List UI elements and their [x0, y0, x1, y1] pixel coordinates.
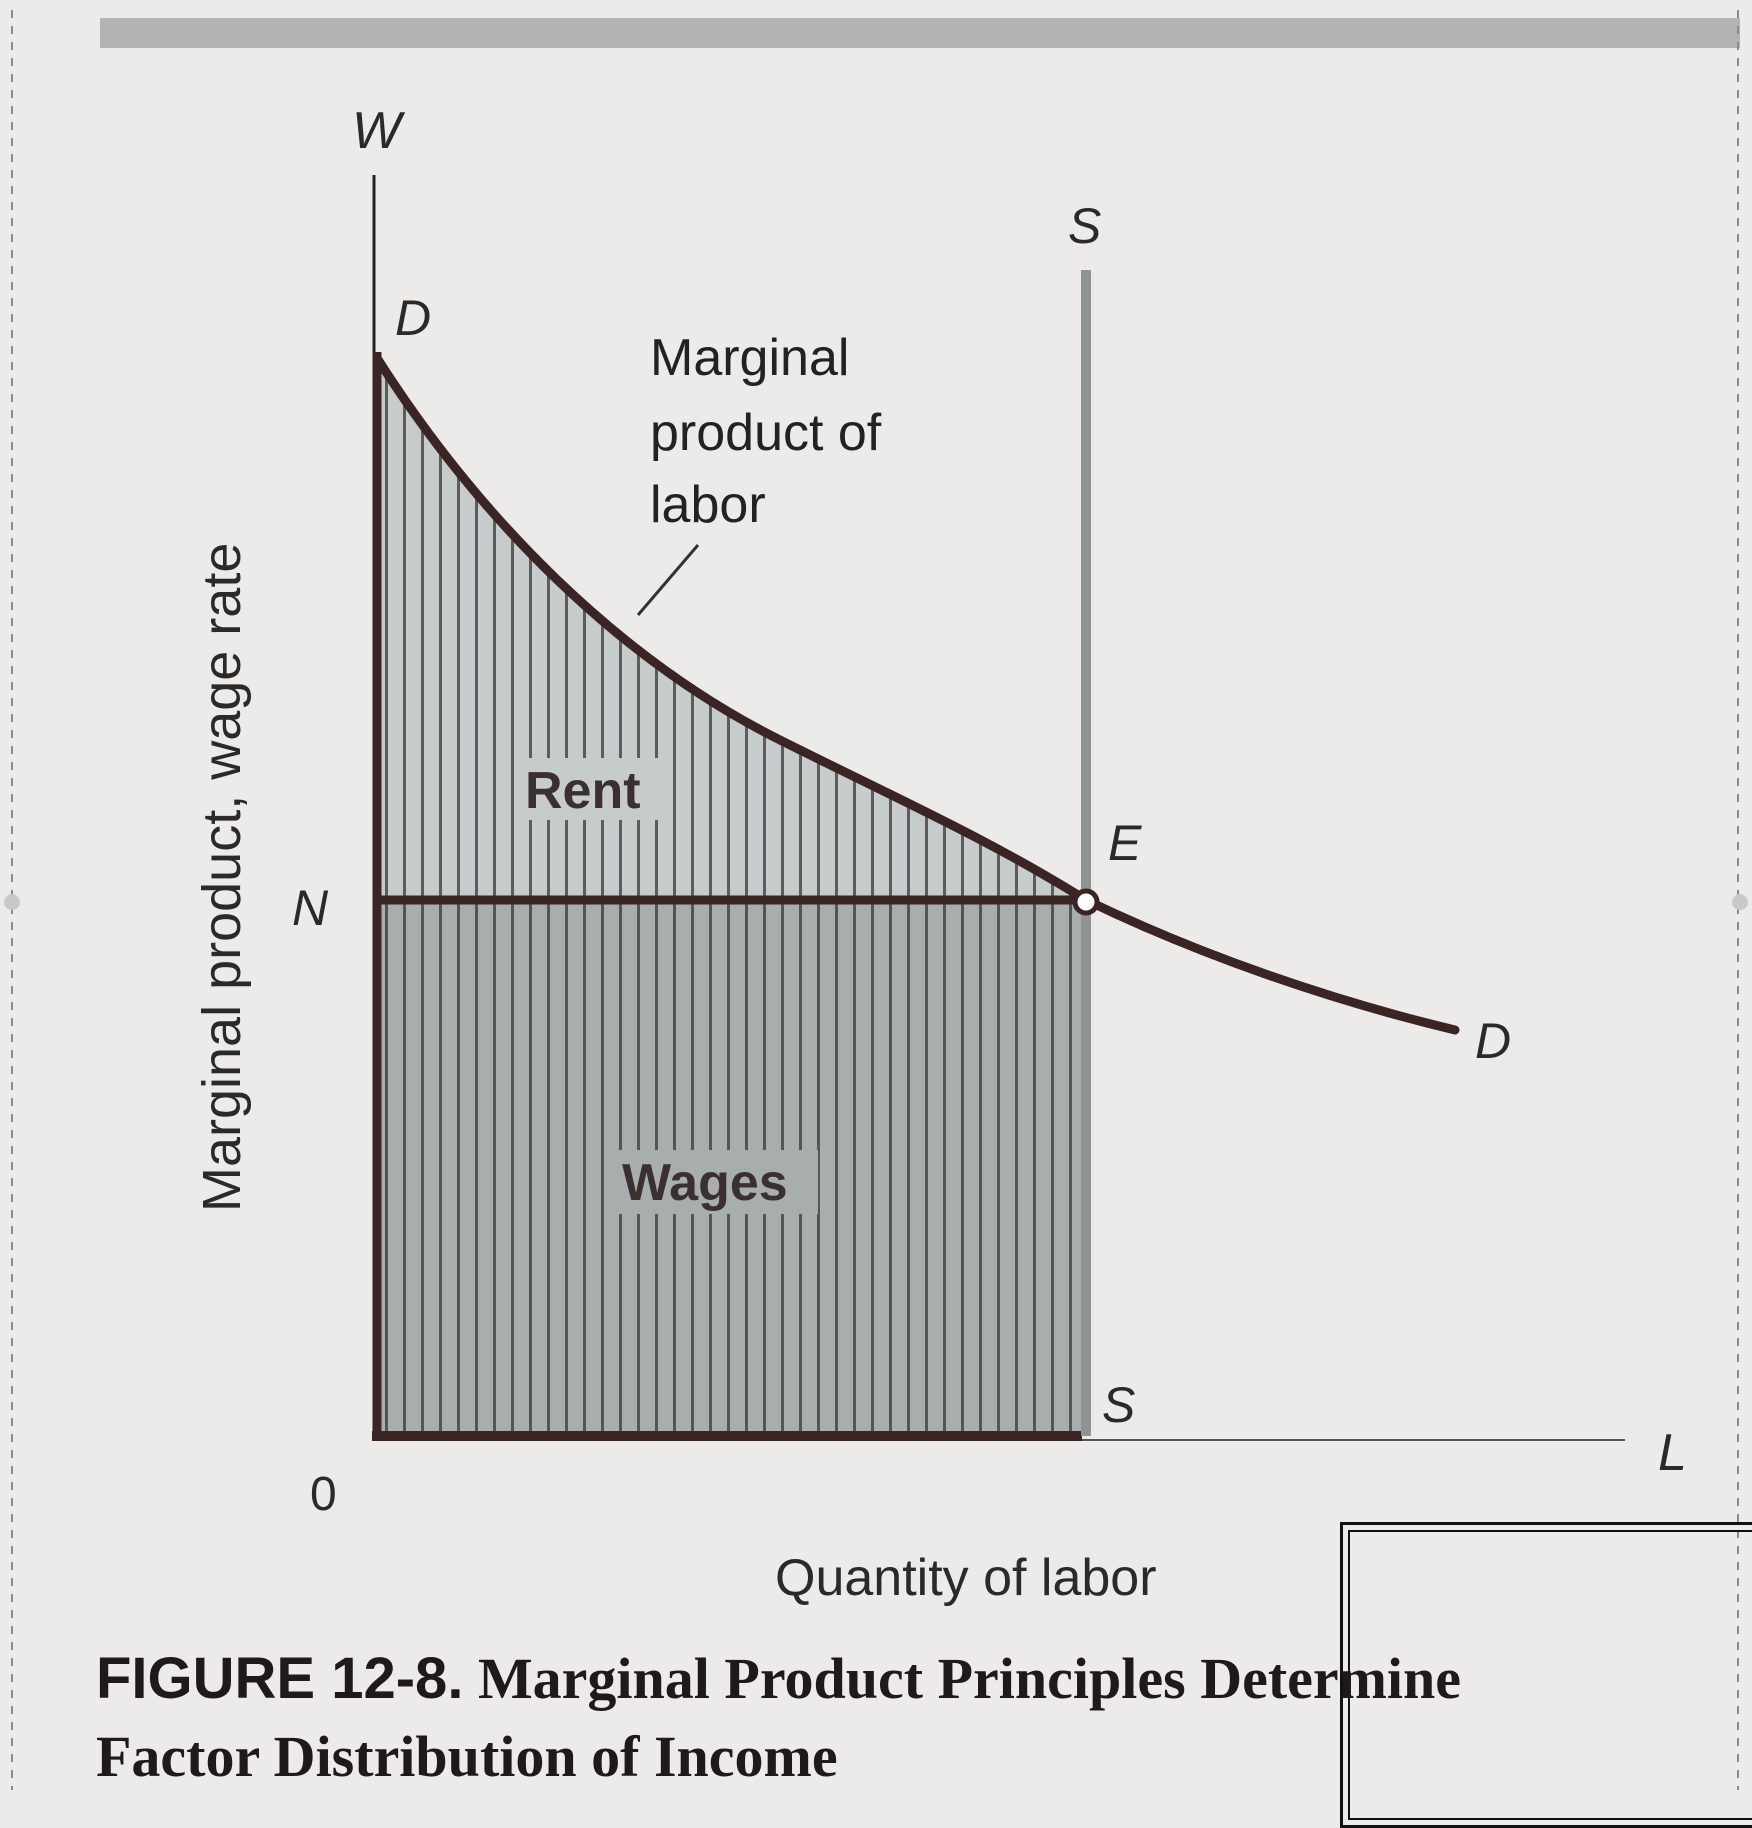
y-axis-letter: W	[352, 102, 406, 160]
y-axis-title: Marginal product, wage rate	[192, 543, 252, 1212]
figure-title-line2: Factor Distribution of Income	[96, 1724, 838, 1789]
curve-annotation-line3: labor	[650, 476, 766, 534]
supply-label-bottom: S	[1102, 1377, 1135, 1433]
curve-annotation-line2: product of	[650, 404, 882, 462]
x-axis-letter: L	[1658, 1424, 1687, 1482]
demand-label-top: D	[395, 290, 431, 346]
caption-line-1: FIGURE 12-8. Marginal Product Principles…	[96, 1640, 1716, 1718]
rent-region-label: Rent	[525, 762, 641, 820]
resize-handle-left[interactable]	[4, 894, 20, 910]
resize-handle-right[interactable]	[1732, 894, 1748, 910]
figure-title-line1: Marginal Product Principles Determine	[477, 1646, 1462, 1711]
figure-number: FIGURE 12-8.	[96, 1646, 464, 1711]
wage-level-label: N	[292, 880, 329, 936]
page-header-band	[100, 18, 1740, 48]
equilibrium-label: E	[1108, 815, 1142, 871]
curve-annotation-line1: Marginal	[650, 329, 849, 387]
demand-curve	[372, 353, 1460, 1035]
equilibrium-point	[1072, 888, 1100, 916]
x-axis-title: Quantity of labor	[775, 1549, 1157, 1607]
annotation-pointer	[636, 544, 700, 616]
demand-label-bottom: D	[1475, 1013, 1511, 1069]
figure-caption: FIGURE 12-8. Marginal Product Principles…	[96, 1640, 1716, 1796]
supply-label-top: S	[1068, 198, 1101, 254]
wages-label-backing	[618, 1150, 818, 1214]
rent-label-backing	[520, 758, 665, 820]
origin-label: 0	[310, 1468, 337, 1521]
wages-region-label: Wages	[622, 1154, 788, 1212]
